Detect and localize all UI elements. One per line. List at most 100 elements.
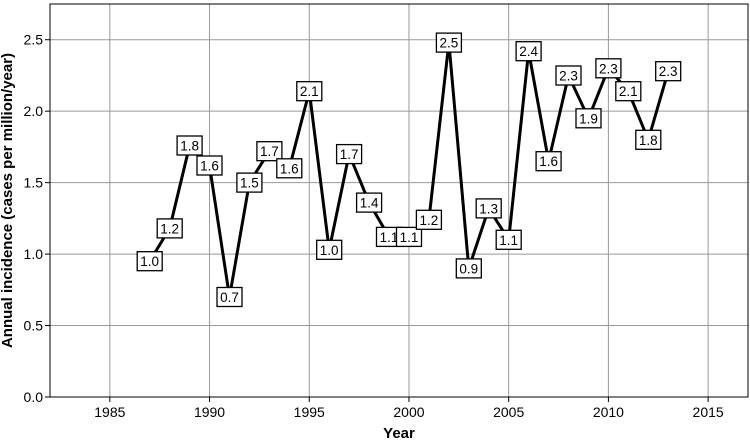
data-label-box [415, 209, 443, 230]
data-label: 2.5 [440, 36, 459, 51]
data-label: 1.1 [400, 230, 419, 245]
data-point: 1.7 [335, 143, 363, 165]
data-point: 1.7 [256, 141, 283, 162]
data-label: 1.4 [360, 196, 379, 211]
data-label-box [136, 251, 163, 272]
data-label: 1.2 [160, 221, 179, 236]
data-point: 2.3 [555, 65, 582, 86]
y-tick-label: 2.0 [24, 103, 44, 119]
data-point: 1.1 [495, 229, 522, 250]
data-label-box [455, 258, 482, 279]
data-label: 1.8 [180, 139, 199, 154]
data-label-box [216, 286, 243, 308]
y-tick-label: 2.5 [24, 32, 44, 48]
data-label-box [575, 108, 602, 129]
data-label: 1.1 [499, 233, 518, 248]
data-label: 1.3 [479, 201, 498, 216]
data-label: 2.1 [619, 84, 638, 99]
data-point: 1.1 [395, 226, 423, 248]
x-axis-title: Year [383, 425, 415, 442]
data-label: 1.8 [639, 133, 658, 148]
data-label-box [515, 41, 542, 62]
data-label-box [316, 239, 343, 260]
data-point: 2.5 [435, 32, 463, 53]
data-label: 2.3 [659, 64, 678, 79]
data-label: 1.2 [420, 213, 439, 228]
x-tick-label: 1990 [194, 404, 225, 420]
data-label-box [555, 65, 582, 86]
data-label-box [256, 141, 283, 162]
data-label: 1.6 [539, 154, 558, 169]
data-point: 2.3 [595, 58, 622, 79]
data-label-box [276, 158, 303, 179]
data-point: 0.7 [216, 286, 243, 308]
data-label-box [335, 143, 363, 165]
data-point: 1.0 [316, 239, 343, 260]
data-label: 1.6 [280, 161, 299, 176]
data-point: 1.6 [196, 155, 223, 176]
data-point: 1.8 [176, 135, 203, 156]
x-tick-label: 2005 [493, 404, 524, 420]
plot-frame [49, 3, 749, 398]
data-label-box [435, 32, 463, 53]
data-label: 1.6 [200, 159, 219, 174]
data-label: 1.7 [260, 144, 279, 159]
data-label-box [495, 229, 522, 250]
data-label-layer: 1.01.21.81.60.71.51.71.62.11.01.71.41.1 1… [136, 32, 682, 308]
data-label-box [595, 58, 622, 79]
x-tick-label: 2015 [693, 404, 724, 420]
data-point: 1.5 [236, 172, 263, 193]
data-label: 1.9 [579, 111, 598, 126]
data-label: 0.7 [220, 290, 239, 305]
data-point: 1.8 [635, 129, 662, 150]
data-point: 1.6 [535, 151, 562, 172]
data-point: 1.6 [276, 158, 303, 179]
data-point: 2.1 [615, 81, 642, 102]
data-label-box [475, 198, 502, 219]
y-axis-title: Annual incidence (cases per million/year… [0, 53, 16, 348]
data-label-box [355, 192, 383, 213]
data-label: 2.1 [300, 84, 319, 99]
data-point: 1.9 [575, 108, 602, 129]
data-label: 1.7 [340, 147, 359, 162]
y-tick-label: 0.0 [24, 389, 44, 405]
data-point: 1.2 [156, 218, 183, 239]
data-point: 0.9 [455, 258, 482, 279]
data-label: 1.1 [380, 230, 399, 245]
data-label-box [196, 155, 223, 176]
data-label: 2.4 [519, 44, 538, 59]
x-tick-label: 2000 [393, 404, 424, 420]
data-label-box [615, 81, 642, 102]
data-label: 1.0 [320, 243, 339, 258]
data-label-box [635, 129, 662, 150]
y-tick-label: 0.5 [24, 318, 44, 334]
y-tick-label: 1.0 [24, 246, 44, 262]
data-point: 2.4 [515, 41, 542, 62]
x-tick-label: 1985 [94, 404, 125, 420]
tick-layer: 1985 1990 1995 2000 2005 2010 2015 0.0 0.5 1.0 1.5… [24, 32, 724, 420]
data-label-box [535, 151, 562, 172]
data-label-box [296, 81, 323, 102]
data-label-box [156, 218, 183, 239]
data-point: 2.1 [296, 81, 323, 102]
data-label: 1.0 [140, 254, 159, 269]
y-tick-label: 1.5 [24, 175, 44, 191]
data-point: 2.3 [655, 61, 682, 82]
data-label-box [176, 135, 203, 156]
grid-layer [50, 4, 748, 398]
data-point: 1.0 [136, 251, 163, 272]
x-tick-label: 2010 [593, 404, 624, 420]
data-point: 1.4 [355, 192, 383, 213]
data-point: 1.3 [475, 198, 502, 219]
data-point: 1.1 [375, 226, 403, 248]
data-label: 1.5 [240, 176, 259, 191]
x-tick-label: 1995 [294, 404, 325, 420]
data-label-box [655, 61, 682, 82]
data-label: 0.9 [459, 261, 478, 276]
data-point: 1.2 [415, 209, 443, 230]
data-label-box [236, 172, 263, 193]
data-label-box [395, 226, 423, 248]
data-label: 2.3 [599, 61, 618, 76]
